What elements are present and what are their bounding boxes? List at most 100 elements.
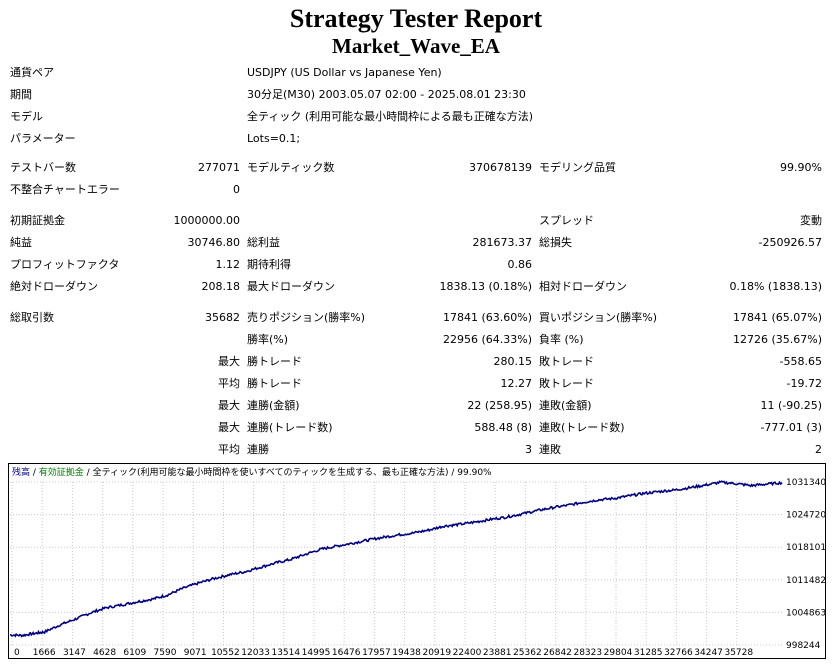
avg-loss-value: -19.72 xyxy=(786,377,822,390)
avg-loss-label: 敗トレード xyxy=(539,377,594,390)
legend-balance: 残高 xyxy=(12,466,30,478)
period-label: 期間 xyxy=(10,88,32,101)
symbol-value: USDJPY (US Dollar vs Japanese Yen) xyxy=(247,66,442,79)
largest-loss-value: -558.65 xyxy=(779,355,822,368)
consec-losses-money-label: 連敗(金額) xyxy=(539,399,592,412)
x-tick-label: 34247 xyxy=(694,648,723,658)
reldd-value: 0.18% (1838.13) xyxy=(729,280,822,293)
x-tick-label: 25362 xyxy=(513,648,542,658)
short-value: 17841 (63.60%) xyxy=(442,311,532,324)
pf-label: プロフィットファクタ xyxy=(10,258,120,271)
largest-profit-label: 勝トレード xyxy=(247,355,302,368)
expected-label: 期待利得 xyxy=(247,258,291,271)
legend-equity: 有効証拠金 xyxy=(39,466,84,478)
max-label: 最大 xyxy=(218,399,240,412)
y-tick-label: 998244 xyxy=(786,641,821,651)
x-tick-label: 22400 xyxy=(453,648,482,658)
x-tick-label: 19438 xyxy=(392,648,421,658)
legend-separator: / xyxy=(30,468,39,478)
max-label: 最大 xyxy=(218,421,240,434)
consec-loss-value: -777.01 (3) xyxy=(760,421,822,434)
consec-profit-value: 588.48 (8) xyxy=(474,421,532,434)
svg-text:残高 / 有効証拠金 / 全ティック(利用可能な最小時間枠を: 残高 / 有効証拠金 / 全ティック(利用可能な最小時間枠を使いすべてのティック… xyxy=(12,466,492,478)
y-tick-label: 1024720 xyxy=(786,511,826,521)
x-tick-label: 23881 xyxy=(483,648,512,658)
short-label: 売りポジション(勝率%) xyxy=(247,311,366,324)
y-tick-label: 1011482 xyxy=(786,576,826,586)
long-value: 17841 (65.07%) xyxy=(732,311,822,324)
avg-label: 平均 xyxy=(218,377,240,390)
avg-consec-wins-value: 3 xyxy=(525,443,532,456)
y-tick-label: 1004863 xyxy=(786,608,826,618)
lossrate-value: 12726 (35.67%) xyxy=(732,333,822,346)
grossprofit-label: 総利益 xyxy=(247,236,280,249)
period-value: 30分足(M30) 2003.05.07 02:00 - 2025.08.01 … xyxy=(247,88,526,101)
x-tick-label: 26842 xyxy=(543,648,572,658)
avg-label: 平均 xyxy=(218,443,240,456)
balance-chart: 残高 / 有効証拠金 / 全ティック(利用可能な最小時間枠を使いすべてのティック… xyxy=(8,463,826,659)
x-tick-label: 9071 xyxy=(184,648,207,658)
largest-profit-value: 280.15 xyxy=(493,355,533,368)
params-value: Lots=0.1; xyxy=(247,132,301,145)
x-tick-label: 31285 xyxy=(634,648,663,658)
bars-label: テストバー数 xyxy=(10,161,76,174)
x-tick-label: 7590 xyxy=(154,648,177,658)
x-tick-label: 17957 xyxy=(362,648,391,658)
x-tick-label: 6109 xyxy=(123,648,146,658)
long-label: 買いポジション(勝率%) xyxy=(539,311,658,324)
params-label: パラメーター xyxy=(10,132,76,145)
bars-value: 277071 xyxy=(198,161,240,174)
grossloss-label: 総損失 xyxy=(539,236,572,249)
absdd-value: 208.18 xyxy=(201,280,241,293)
x-tick-label: 35728 xyxy=(724,648,753,658)
x-tick-label: 12033 xyxy=(241,648,270,658)
reldd-label: 相対ドローダウン xyxy=(539,280,627,293)
chart-frame xyxy=(8,463,826,659)
avg-consec-losses-label: 連敗 xyxy=(539,443,561,456)
mismatch-label: 不整合チャートエラー xyxy=(10,183,120,196)
max-label: 最大 xyxy=(218,355,240,368)
winrate-label: 勝率(%) xyxy=(247,333,289,346)
x-tick-label: 13514 xyxy=(271,648,300,658)
avg-consec-wins-label: 連勝 xyxy=(247,443,269,456)
consec-wins-money-value: 22 (258.95) xyxy=(467,399,532,412)
ticks-label: モデルティック数 xyxy=(247,161,335,174)
trades-label: 総取引数 xyxy=(10,311,54,324)
pf-value: 1.12 xyxy=(215,258,241,271)
spread-label: スプレッド xyxy=(539,214,594,227)
avg-consec-losses-value: 2 xyxy=(815,443,822,456)
y-tick-label: 1031340 xyxy=(786,478,826,488)
x-tick-label: 4628 xyxy=(93,648,116,658)
x-tick-label: 1666 xyxy=(33,648,56,658)
grossprofit-value: 281673.37 xyxy=(472,236,533,249)
x-tick-label: 10552 xyxy=(211,648,240,658)
x-tick-label: 0 xyxy=(14,648,20,658)
largest-loss-label: 敗トレード xyxy=(539,355,594,368)
deposit-value: 1000000.00 xyxy=(173,214,240,227)
quality-label: モデリング品質 xyxy=(539,161,616,174)
x-tick-label: 29804 xyxy=(604,648,633,658)
quality-value: 99.90% xyxy=(780,161,822,174)
avg-profit-label: 勝トレード xyxy=(247,377,302,390)
deposit-label: 初期証拠金 xyxy=(10,214,65,227)
consec-wins-money-label: 連勝(金額) xyxy=(247,399,300,412)
consec-profit-label: 連勝(トレード数) xyxy=(247,421,333,434)
x-tick-label: 3147 xyxy=(63,648,86,658)
model-label: モデル xyxy=(10,110,43,123)
legend-separator: / xyxy=(84,468,93,478)
symbol-label: 通貨ペア xyxy=(10,66,54,79)
ticks-value: 370678139 xyxy=(469,161,532,174)
legend-model: 全ティック(利用可能な最小時間枠を使いすべてのティックを生成する、最も正確な方法… xyxy=(93,466,449,478)
legend-separator: / xyxy=(449,468,458,478)
x-tick-label: 20919 xyxy=(422,648,451,658)
consec-loss-label: 連敗(トレード数) xyxy=(539,421,625,434)
expected-value: 0.86 xyxy=(507,258,533,271)
x-tick-label: 16476 xyxy=(332,648,361,658)
lossrate-label: 負率 (%) xyxy=(539,333,584,346)
consec-losses-money-value: 11 (-90.25) xyxy=(760,399,822,412)
mismatch-value: 0 xyxy=(233,183,240,196)
trades-value: 35682 xyxy=(205,311,240,324)
balance-series-line xyxy=(9,480,783,638)
x-tick-label: 14995 xyxy=(302,648,331,658)
maxdd-value: 1838.13 (0.18%) xyxy=(439,280,532,293)
